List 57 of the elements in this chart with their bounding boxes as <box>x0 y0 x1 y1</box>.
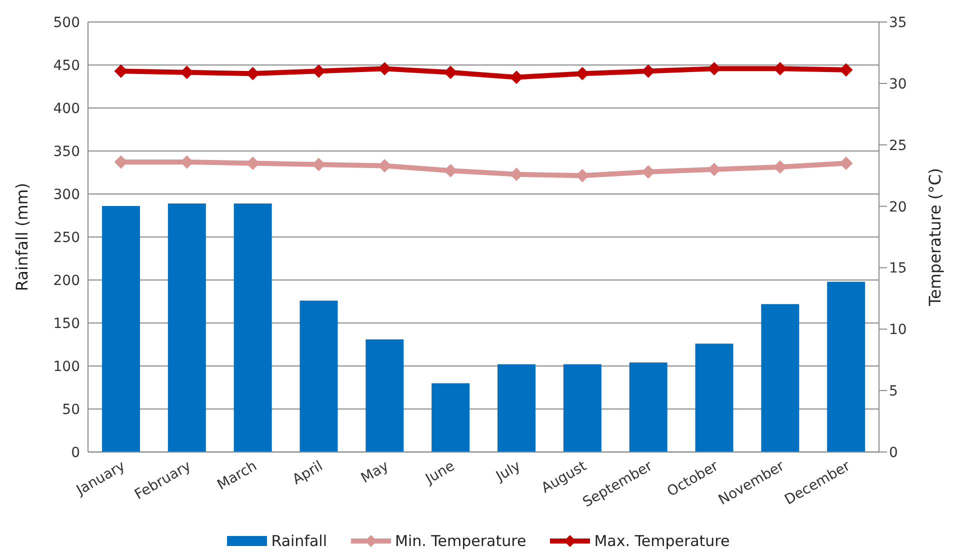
bar <box>366 339 404 452</box>
y2-tick-label: 35 <box>889 14 907 31</box>
y-tick-label: 150 <box>53 316 80 332</box>
point <box>774 62 787 76</box>
bar <box>629 362 668 452</box>
bar <box>234 203 272 452</box>
x-tick-label: May <box>358 458 392 487</box>
bar <box>168 203 206 452</box>
y-tick-label: 500 <box>53 14 80 31</box>
y-tick-label: 50 <box>62 402 80 418</box>
point <box>312 64 326 78</box>
y-tick-label: 300 <box>53 186 80 203</box>
bar <box>102 206 140 452</box>
point <box>708 162 721 176</box>
point <box>444 66 458 79</box>
point <box>378 62 392 76</box>
y2-tick-label: 30 <box>889 76 907 92</box>
y2-tick-label: 10 <box>889 322 907 338</box>
y2-axis-title: Temperature (°C) <box>926 168 945 308</box>
legend-label: Min. Temperature <box>395 532 526 550</box>
point <box>642 64 655 78</box>
bar <box>761 304 800 452</box>
y-tick-label: 200 <box>53 272 80 289</box>
bar <box>432 383 470 452</box>
point <box>180 66 194 79</box>
point <box>642 165 655 178</box>
bar <box>563 364 602 452</box>
y2-tick-label: 15 <box>889 260 907 277</box>
point <box>774 160 787 174</box>
bar <box>498 364 536 452</box>
point <box>510 70 523 84</box>
y2-tick-label: 0 <box>889 444 898 461</box>
point <box>576 67 589 80</box>
point <box>840 156 853 170</box>
bar <box>827 282 866 452</box>
y2-tick-label: 25 <box>889 138 907 154</box>
y2-tick-label: 20 <box>889 199 907 216</box>
point <box>114 64 128 78</box>
y-tick-label: 400 <box>53 100 80 117</box>
y-axis-title: Rainfall (mm) <box>12 182 32 292</box>
y-tick-label: 450 <box>53 58 80 74</box>
y2-tick-label: 5 <box>889 384 898 400</box>
point <box>114 156 128 169</box>
point <box>378 159 392 172</box>
x-tick-label: July <box>492 458 524 486</box>
point <box>312 158 326 172</box>
point <box>708 62 721 76</box>
legend-label: Max. Temperature <box>594 532 730 550</box>
bar <box>300 300 338 452</box>
y-tick-label: 100 <box>53 358 80 375</box>
y-tick-label: 350 <box>53 144 80 160</box>
point <box>840 63 853 76</box>
y-tick-label: 0 <box>71 444 80 461</box>
y-tick-label: 250 <box>53 230 80 246</box>
legend-label: Rainfall <box>271 532 328 550</box>
bar <box>695 344 734 452</box>
x-tick-label: June <box>422 458 458 488</box>
